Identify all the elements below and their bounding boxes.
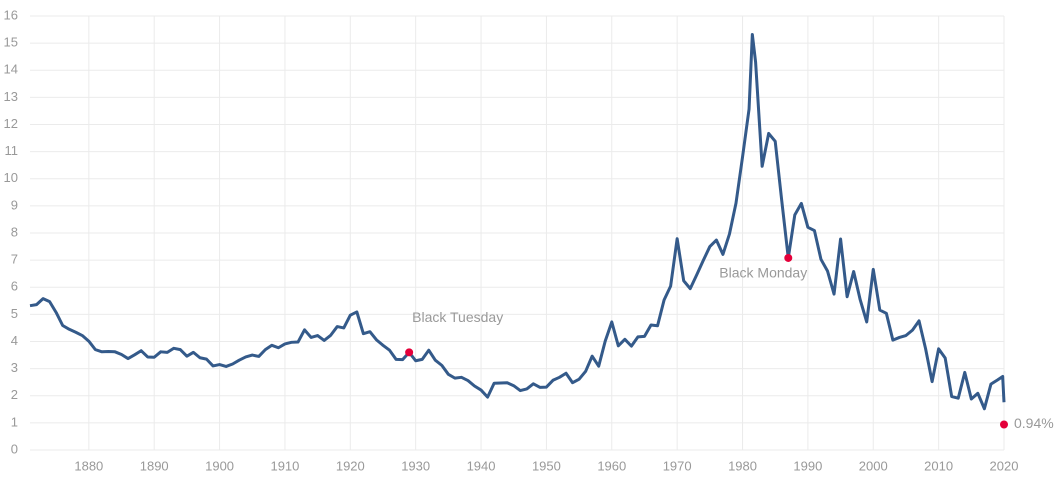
x-tick-label: 1950 xyxy=(532,458,561,473)
y-tick-label: 9 xyxy=(11,197,18,212)
x-tick-label: 1960 xyxy=(597,458,626,473)
y-tick-label: 10 xyxy=(4,170,18,185)
y-tick-label: 6 xyxy=(11,279,18,294)
annotation-marker xyxy=(405,348,414,357)
y-tick-label: 0 xyxy=(11,441,18,456)
annotation-marker xyxy=(784,253,793,262)
y-tick-label: 15 xyxy=(4,35,18,50)
annotation-label: Black Tuesday xyxy=(412,309,503,325)
y-tick-label: 3 xyxy=(11,360,18,375)
y-tick-label: 5 xyxy=(11,306,18,321)
x-tick-label: 1970 xyxy=(663,458,692,473)
x-tick-label: 1920 xyxy=(336,458,365,473)
x-tick-label: 1980 xyxy=(728,458,757,473)
annotation-label: 0.94% xyxy=(1014,415,1054,431)
y-tick-label: 14 xyxy=(4,62,18,77)
x-tick-label: 1930 xyxy=(401,458,430,473)
y-tick-label: 8 xyxy=(11,224,18,239)
x-tick-label: 1940 xyxy=(467,458,496,473)
y-tick-label: 2 xyxy=(11,387,18,402)
y-tick-label: 4 xyxy=(11,333,18,348)
y-tick-label: 12 xyxy=(4,116,18,131)
y-tick-label: 16 xyxy=(4,7,18,22)
y-tick-label: 11 xyxy=(5,143,19,158)
y-tick-label: 7 xyxy=(11,252,18,267)
x-tick-label: 1880 xyxy=(74,458,103,473)
x-tick-label: 1910 xyxy=(270,458,299,473)
x-tick-label: 1990 xyxy=(793,458,822,473)
annotation-marker xyxy=(1000,420,1008,429)
x-tick-label: 2000 xyxy=(859,458,888,473)
x-tick-label: 1900 xyxy=(205,458,234,473)
x-tick-label: 1890 xyxy=(140,458,169,473)
annotation-label: Black Monday xyxy=(719,265,807,281)
series-line xyxy=(29,32,1006,411)
y-tick-label: 1 xyxy=(11,414,18,429)
x-tick-label: 2010 xyxy=(924,458,953,473)
y-tick-label: 13 xyxy=(4,89,18,104)
x-tick-label: 2020 xyxy=(990,458,1019,473)
